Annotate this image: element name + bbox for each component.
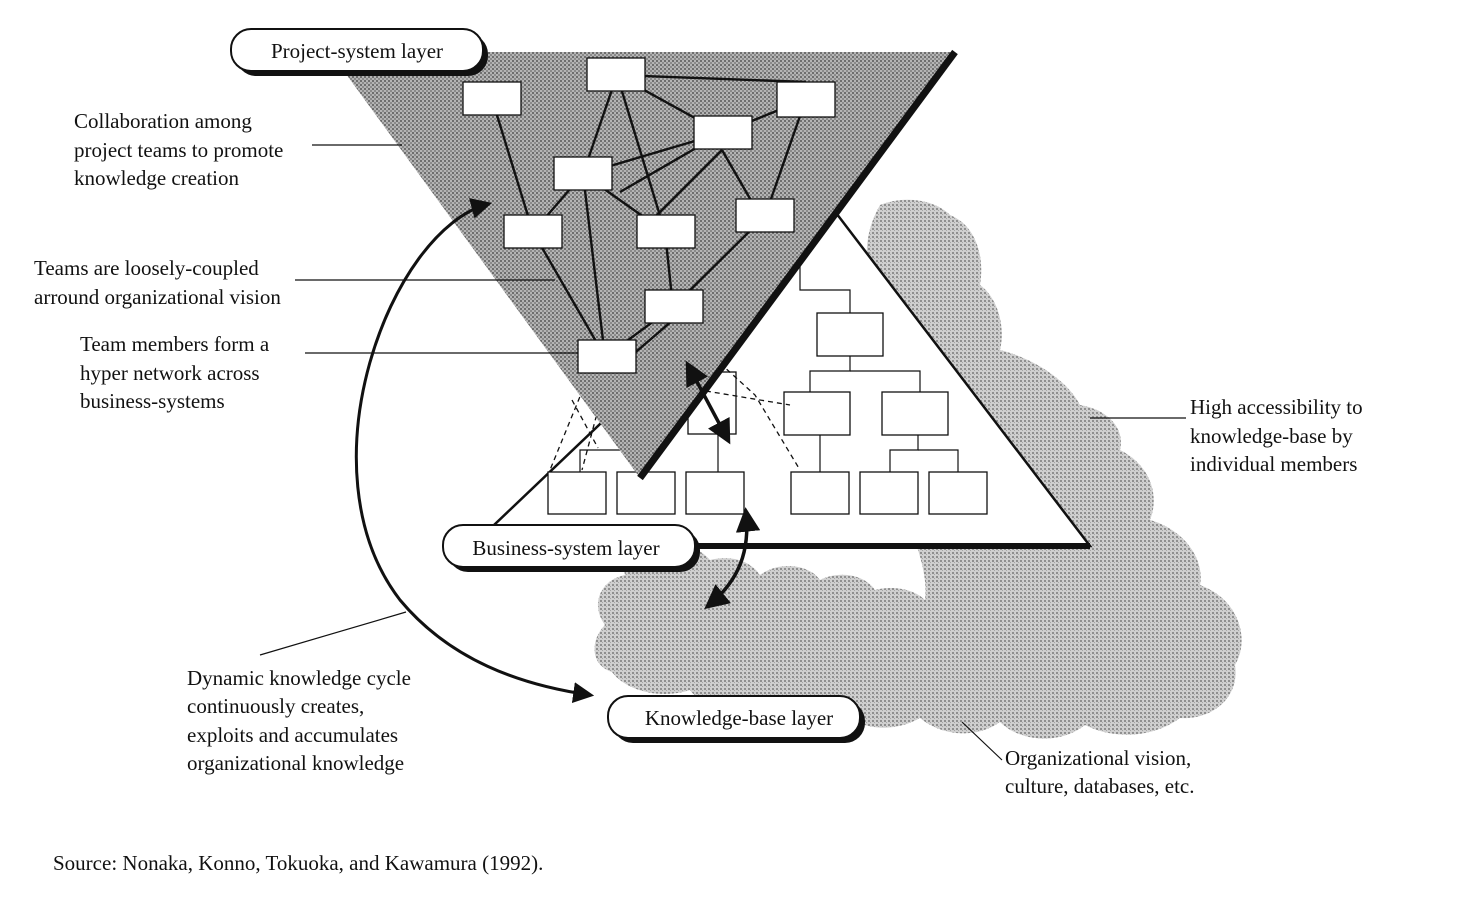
- business-layer-label: Business-system layer: [442, 524, 700, 572]
- knowledge-layer-text: Knowledge-base layer: [645, 706, 833, 730]
- annotation-text: knowledge creation: [74, 166, 240, 190]
- annotation-text: business-systems: [80, 389, 225, 413]
- annotation-loosely: Teams are loosely-coupled arround organi…: [34, 256, 281, 309]
- annotation-text: Team members form a: [80, 332, 270, 356]
- annotation-text: project teams to promote: [74, 138, 283, 162]
- annotation-text: arround organizational vision: [34, 285, 281, 309]
- annotation-text: organizational knowledge: [187, 751, 404, 775]
- hyper-link-arrow: [685, 360, 731, 445]
- knowledge-access-arrow: [704, 507, 761, 610]
- annotation-text: hyper network across: [80, 361, 260, 385]
- annotation-accessibility: High accessibility to knowledge-base by …: [1190, 395, 1363, 476]
- leader-cycle: [259, 611, 407, 656]
- knowledge-layer-label: Knowledge-base layer: [607, 695, 865, 743]
- annotation-text: exploits and accumulates: [187, 723, 398, 747]
- project-system-triangle: [330, 52, 955, 478]
- annotation-collaboration: Collaboration among project teams to pro…: [74, 109, 283, 190]
- annotation-text: Teams are loosely-coupled: [34, 256, 259, 280]
- annotation-text: Dynamic knowledge cycle: [187, 666, 411, 690]
- annotation-text: Collaboration among: [74, 109, 252, 133]
- annotation-text: individual members: [1190, 452, 1357, 476]
- project-layer-text: Project-system layer: [271, 39, 443, 63]
- annotation-text: continuously creates,: [187, 694, 364, 718]
- annotation-text: culture, databases, etc.: [1005, 774, 1195, 798]
- annotation-text: Organizational vision,: [1005, 746, 1191, 770]
- project-layer-label: Project-system layer: [230, 28, 488, 76]
- dynamic-cycle-arrow: [354, 198, 595, 704]
- annotation-cycle: Dynamic knowledge cycle continuously cre…: [187, 666, 411, 775]
- leader-vision: [961, 721, 1003, 761]
- annotation-text: High accessibility to: [1190, 395, 1363, 419]
- annotation-vision: Organizational vision, culture, database…: [1005, 746, 1195, 798]
- source-citation: Source: Nonaka, Konno, Tokuoka, and Kawa…: [53, 851, 543, 875]
- annotation-text: knowledge-base by: [1190, 424, 1353, 448]
- annotation-members: Team members form a hyper network across…: [80, 332, 270, 413]
- business-layer-text: Business-system layer: [472, 536, 659, 560]
